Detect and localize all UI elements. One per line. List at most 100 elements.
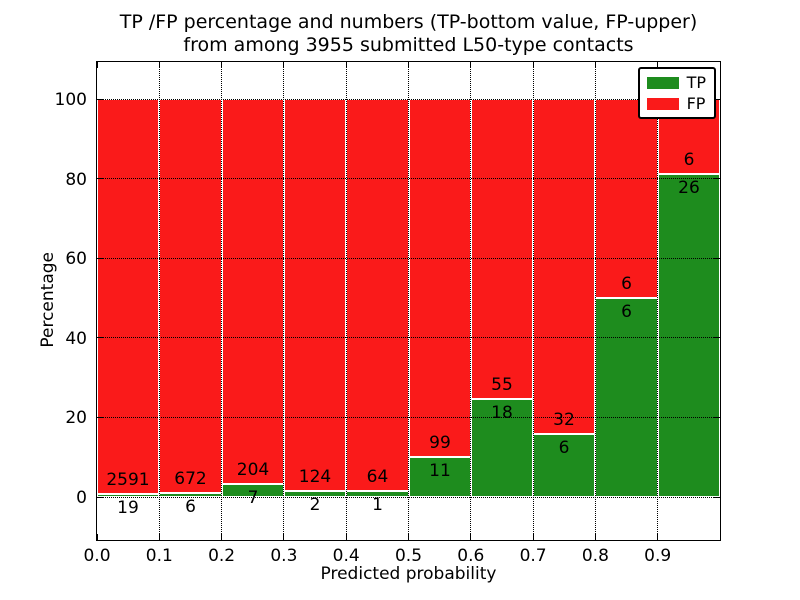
x-tick-top-0.4 — [345, 62, 347, 68]
y-tick-left-80 — [97, 178, 103, 180]
x-tick-label-0.6: 0.6 — [457, 546, 485, 566]
plot-area: TP FP 2591 19 672 6 204 7 124 2 64 1 99 11 55 18 32 6 6 6… — [55, 61, 721, 565]
tp-count-label: 11 — [429, 461, 451, 482]
fp-count-label: 64 — [366, 466, 389, 487]
y-tick-right-40 — [714, 337, 720, 339]
x-tick-bottom-0.6 — [470, 534, 472, 540]
x-tick-bottom-0.7 — [532, 534, 534, 540]
x-tick-bottom-0.8 — [594, 534, 596, 540]
x-tick-label-0.8: 0.8 — [581, 546, 609, 566]
fp-count-label: 2591 — [106, 470, 150, 491]
gridline-h-60 — [97, 257, 720, 259]
tp-count-label: 6 — [621, 302, 632, 322]
gridline-v-0.2 — [221, 62, 223, 540]
x-tick-bottom-0.5 — [408, 534, 409, 540]
y-tick-left-20 — [97, 416, 103, 418]
y-tick-right-0 — [714, 496, 720, 498]
fp-count-label: 672 — [174, 469, 207, 490]
y-tick-label-60: 60 — [65, 249, 87, 270]
x-tick-top-0.0 — [96, 62, 98, 68]
gridline-v-0.5 — [408, 62, 409, 540]
y-tick-left-40 — [97, 337, 103, 339]
x-tick-label-0.0: 0.0 — [83, 546, 111, 566]
y-tick-right-60 — [714, 257, 720, 259]
bar-tp-0.5 — [409, 457, 471, 497]
legend-label-tp: TP — [686, 73, 706, 92]
gridline-v-0.1 — [158, 62, 160, 540]
tp-count-label: 2 — [309, 494, 321, 515]
x-tick-bottom-0.0 — [96, 534, 98, 540]
bar-tp-0.3 — [284, 490, 346, 497]
y-tick-label-100: 100 — [54, 90, 87, 110]
x-tick-top-0.1 — [158, 62, 160, 68]
gridline-v-0.6 — [470, 62, 472, 540]
x-tick-top-0.5 — [408, 62, 409, 68]
fp-count-label: 124 — [298, 466, 332, 487]
gridline-h-80 — [97, 178, 720, 180]
y-axis-label-container: Percentage — [36, 61, 60, 539]
tp-count-label: 1 — [372, 494, 383, 515]
fp-count-label: 204 — [236, 459, 270, 480]
bar-fp-0.5 — [409, 99, 471, 458]
x-tick-bottom-0.9 — [657, 534, 659, 540]
x-tick-bottom-0.3 — [283, 534, 285, 540]
x-tick-label-0.3: 0.3 — [270, 546, 298, 566]
x-tick-top-0.9 — [657, 62, 659, 68]
tp-count-label: 6 — [558, 438, 570, 459]
x-tick-top-0.8 — [594, 62, 596, 68]
gridline-v-0.8 — [594, 62, 596, 540]
bar-fp-0 — [97, 99, 159, 495]
y-tick-label-80: 80 — [65, 169, 87, 190]
gridline-v-0.4 — [345, 62, 347, 540]
x-tick-label-0.4: 0.4 — [332, 546, 360, 566]
x-tick-top-0.7 — [532, 62, 534, 68]
bar-tp-0.8 — [595, 298, 658, 497]
legend-label-fp: FP — [686, 94, 706, 113]
y-tick-right-100 — [714, 98, 720, 100]
fp-count-label: 6 — [621, 274, 632, 294]
gridline-h-100 — [97, 98, 720, 100]
tp-count-label: 7 — [247, 487, 259, 508]
bar-fp-0.3 — [284, 99, 346, 491]
x-tick-bottom-0.4 — [345, 534, 347, 540]
tp-count-label: 18 — [491, 402, 513, 423]
x-tick-top-0.6 — [470, 62, 472, 68]
y-tick-right-20 — [714, 416, 720, 418]
gridline-v-0.3 — [283, 62, 285, 540]
y-tick-label-40: 40 — [65, 328, 87, 349]
bar-fp-0.1 — [159, 99, 222, 494]
tp-count-label: 6 — [185, 497, 196, 518]
y-tick-right-80 — [714, 178, 720, 180]
x-tick-label-0.2: 0.2 — [208, 546, 236, 566]
fp-count-label: 99 — [429, 433, 451, 454]
bar-tp-0.6 — [471, 398, 533, 497]
legend-entry-tp: TP — [646, 73, 706, 92]
gridline-h-20 — [97, 416, 720, 418]
tp-count-label: 26 — [678, 177, 700, 198]
gridline-h-40 — [97, 337, 720, 339]
x-tick-label-0.9: 0.9 — [644, 546, 672, 566]
fp-swatch-icon — [646, 97, 679, 110]
bar-tp-0.9 — [658, 173, 720, 497]
bar-fp-0.2 — [222, 99, 284, 484]
bar-fp-0.4 — [346, 99, 409, 491]
x-tick-bottom-0.1 — [158, 534, 160, 540]
gridline-h-0 — [97, 496, 720, 498]
bar-fp-0.7 — [533, 99, 595, 435]
x-tick-bottom-0.2 — [221, 534, 223, 540]
fp-count-label: 6 — [683, 149, 695, 170]
x-tick-label-0.5: 0.5 — [394, 546, 423, 566]
x-tick-top-0.3 — [283, 62, 285, 68]
y-tick-left-100 — [97, 98, 103, 100]
fp-count-label: 32 — [553, 410, 575, 431]
tp-swatch-icon — [646, 76, 679, 89]
y-tick-label-0: 0 — [76, 488, 87, 508]
fp-count-label: 55 — [491, 374, 513, 395]
y-tick-label-20: 20 — [65, 408, 87, 429]
y-tick-left-0 — [97, 496, 103, 498]
chart-title-line1: TP /FP percentage and numbers (TP-bottom… — [119, 11, 698, 33]
chart-title: TP /FP percentage and numbers (TP-bottom… — [97, 11, 720, 57]
legend: TP FP — [637, 67, 716, 119]
legend-entry-fp: FP — [646, 94, 706, 113]
